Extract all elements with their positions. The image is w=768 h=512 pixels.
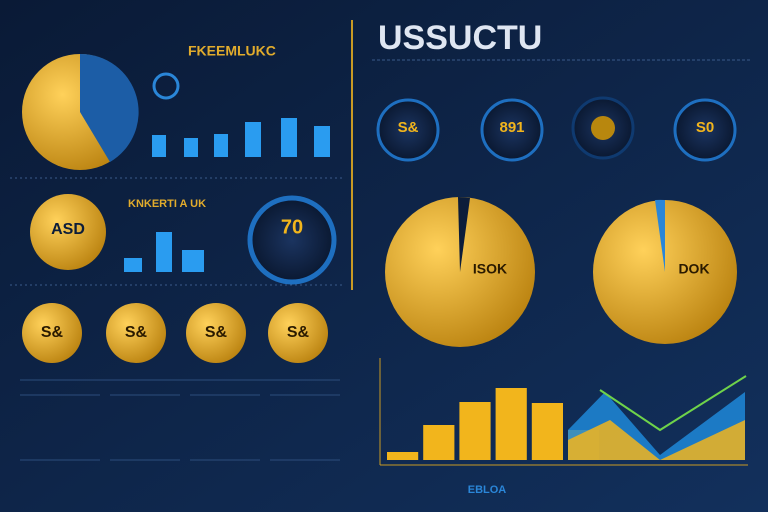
- pie-slice: [80, 53, 139, 162]
- panel-title: KNKERTI A UK: [128, 198, 206, 210]
- bar-icons: [152, 118, 330, 157]
- coin-text: S&: [41, 324, 64, 341]
- pie-slice: [655, 199, 665, 272]
- ring-text: S0: [696, 119, 714, 136]
- pie-label: DOK: [678, 261, 709, 277]
- badge: [30, 194, 106, 270]
- coin: [268, 303, 328, 363]
- pie-slice: [458, 197, 470, 272]
- bar: [423, 425, 455, 460]
- coin-text: S&: [287, 324, 310, 341]
- bar: [531, 403, 563, 460]
- bar-icons: [124, 232, 204, 272]
- coin: [106, 303, 166, 363]
- ring-text: 891: [499, 119, 524, 136]
- ring: [376, 98, 440, 162]
- icon: [152, 72, 180, 100]
- ring-text: 70: [281, 216, 303, 238]
- trend-line: [599, 375, 747, 432]
- chart-label: EBLOA: [468, 484, 507, 496]
- badge-text: ASD: [51, 221, 85, 238]
- coin-text: S&: [205, 324, 228, 341]
- ring-text: S&: [398, 119, 419, 136]
- ring: [480, 98, 544, 162]
- ring-icon: [591, 116, 615, 140]
- coins: S& S& S& S&: [22, 303, 328, 363]
- rings: S& 891 S0: [376, 98, 737, 162]
- panel-title: FKEEMLUKC: [188, 43, 276, 59]
- coin-text: S&: [125, 324, 148, 341]
- ring: [247, 195, 337, 285]
- bar: [387, 452, 419, 460]
- coin: [22, 303, 82, 363]
- bar: [459, 402, 491, 460]
- page-title: USSUCTU: [378, 19, 542, 57]
- text-rows: [20, 379, 340, 461]
- coin: [186, 303, 246, 363]
- ring: [673, 98, 737, 162]
- area: [568, 420, 745, 460]
- bar: [495, 388, 527, 460]
- pie-label: ISOK: [473, 261, 507, 277]
